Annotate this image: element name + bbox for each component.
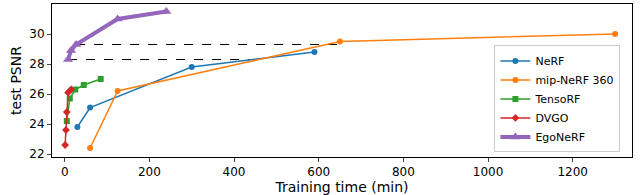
svg-text:28: 28 [29,57,44,71]
svg-text:800: 800 [392,165,415,179]
svg-text:0: 0 [61,165,69,179]
svg-text:TensoRF: TensoRF [534,93,580,106]
svg-text:test PSNR: test PSNR [8,46,24,115]
svg-text:1200: 1200 [557,165,588,179]
svg-text:Training time (min): Training time (min) [274,179,408,195]
svg-text:26: 26 [29,87,44,101]
svg-text:22: 22 [29,147,44,161]
svg-text:1000: 1000 [473,165,504,179]
svg-text:200: 200 [138,165,161,179]
svg-text:400: 400 [223,165,246,179]
svg-text:NeRF: NeRF [535,55,564,68]
svg-text:mip-NeRF 360: mip-NeRF 360 [535,74,613,87]
svg-text:DVGO: DVGO [535,112,568,125]
svg-text:EgoNeRF: EgoNeRF [535,131,585,144]
svg-text:24: 24 [29,117,44,131]
svg-text:30: 30 [29,27,44,41]
svg-text:600: 600 [307,165,330,179]
